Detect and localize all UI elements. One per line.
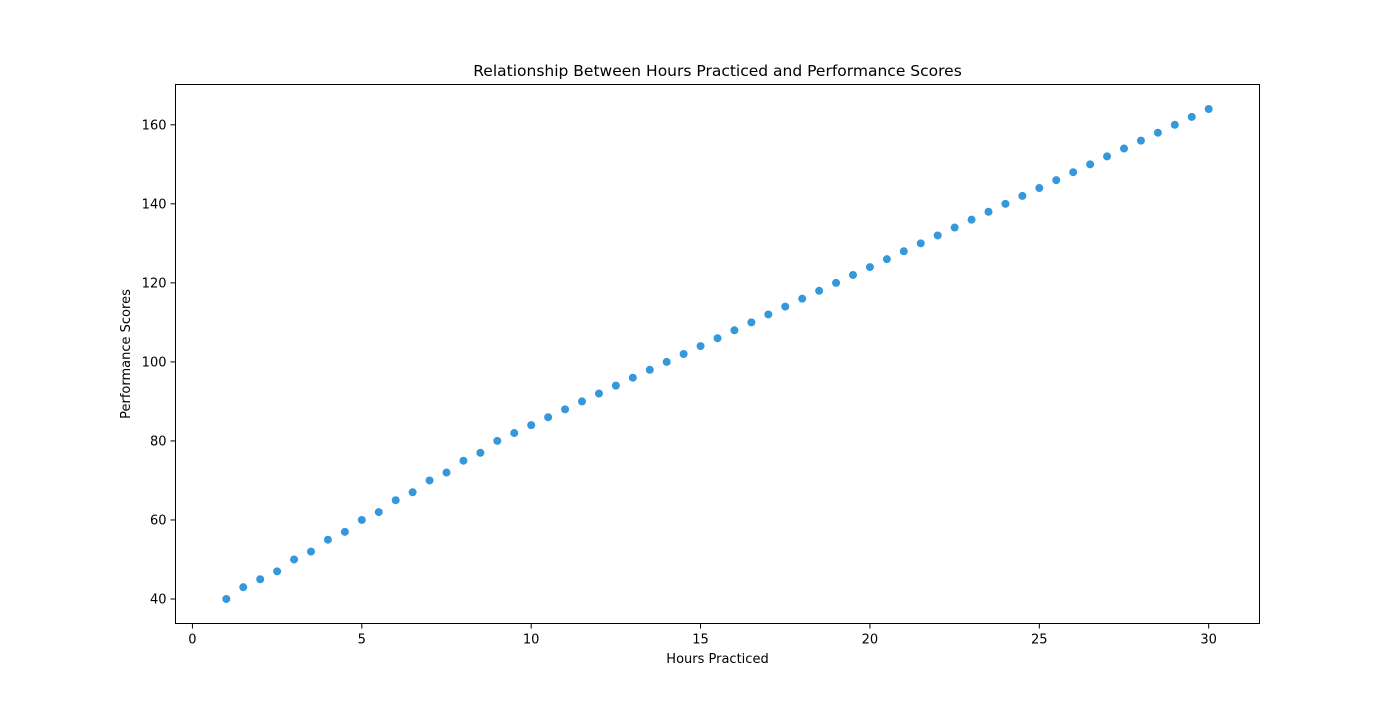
x-tick-label: 15 xyxy=(692,633,709,648)
y-axis-label: Performance Scores xyxy=(119,289,134,419)
data-point xyxy=(239,583,248,592)
data-point xyxy=(662,357,671,366)
data-point xyxy=(1018,191,1027,200)
x-tick-label: 5 xyxy=(358,633,366,648)
data-point xyxy=(747,318,756,327)
data-point xyxy=(323,535,332,544)
data-point xyxy=(950,223,959,232)
data-point xyxy=(713,334,722,343)
data-point xyxy=(510,429,519,438)
data-point xyxy=(442,468,451,477)
x-tick-label: 20 xyxy=(862,633,879,648)
data-point xyxy=(832,278,841,287)
data-point xyxy=(1204,105,1213,113)
y-tick-label: 120 xyxy=(142,276,167,291)
data-point xyxy=(1086,160,1095,169)
y-tick-label: 80 xyxy=(150,434,167,449)
data-point xyxy=(679,350,688,358)
plot-frame xyxy=(175,84,1260,624)
data-point xyxy=(1120,144,1128,153)
data-point xyxy=(408,488,417,497)
data-point xyxy=(1069,168,1078,177)
data-point xyxy=(849,270,857,279)
data-point xyxy=(1001,199,1010,208)
y-tick-label: 100 xyxy=(142,355,167,370)
data-point xyxy=(459,456,468,465)
data-point xyxy=(307,547,315,556)
x-tick-label: 30 xyxy=(1200,633,1217,648)
data-point xyxy=(865,263,874,272)
data-point xyxy=(340,527,349,536)
x-tick-label: 25 xyxy=(1031,633,1048,648)
data-point xyxy=(730,326,739,335)
data-point xyxy=(967,215,976,224)
y-tick-label: 140 xyxy=(142,197,167,212)
x-tick-label: 0 xyxy=(188,633,196,648)
data-point xyxy=(493,436,502,445)
y-tick-label: 60 xyxy=(150,513,167,528)
x-tick-label: 10 xyxy=(523,633,540,648)
data-point xyxy=(645,365,654,374)
data-point xyxy=(696,342,705,351)
data-point xyxy=(1035,184,1044,193)
data-point xyxy=(561,405,570,414)
data-point xyxy=(798,294,807,303)
data-point xyxy=(256,575,265,584)
data-point xyxy=(374,508,383,517)
data-point xyxy=(899,247,908,256)
data-point xyxy=(1136,136,1145,145)
x-axis-label: Hours Practiced xyxy=(666,652,768,667)
data-point xyxy=(578,397,586,406)
data-point xyxy=(544,413,553,422)
data-point xyxy=(882,255,891,264)
data-point xyxy=(273,567,282,576)
data-point xyxy=(1187,112,1196,121)
y-axis: 40 60 80 100 120 140 160 xyxy=(142,118,176,608)
y-tick-label: 40 xyxy=(150,593,167,608)
data-point xyxy=(425,476,434,485)
data-point xyxy=(984,207,993,216)
data-point xyxy=(611,381,620,390)
data-point xyxy=(933,231,942,240)
data-point xyxy=(628,373,637,382)
data-point xyxy=(1103,152,1112,161)
data-point xyxy=(222,595,231,603)
data-point xyxy=(916,239,925,248)
y-tick-label: 160 xyxy=(142,118,167,133)
data-point xyxy=(1170,120,1179,129)
data-point xyxy=(594,389,603,398)
data-point xyxy=(290,555,299,564)
data-point xyxy=(476,448,485,457)
data-point xyxy=(357,515,366,524)
data-point xyxy=(781,302,790,311)
data-point xyxy=(815,286,824,295)
data-point xyxy=(764,310,773,319)
x-axis: 0 5 10 15 20 25 30 xyxy=(188,623,1217,648)
chart-title: Relationship Between Hours Practiced and… xyxy=(473,62,962,80)
plot-area xyxy=(222,105,1213,603)
data-point xyxy=(391,496,400,505)
data-point xyxy=(1153,128,1162,137)
data-point xyxy=(1052,176,1061,185)
data-point xyxy=(527,421,536,430)
